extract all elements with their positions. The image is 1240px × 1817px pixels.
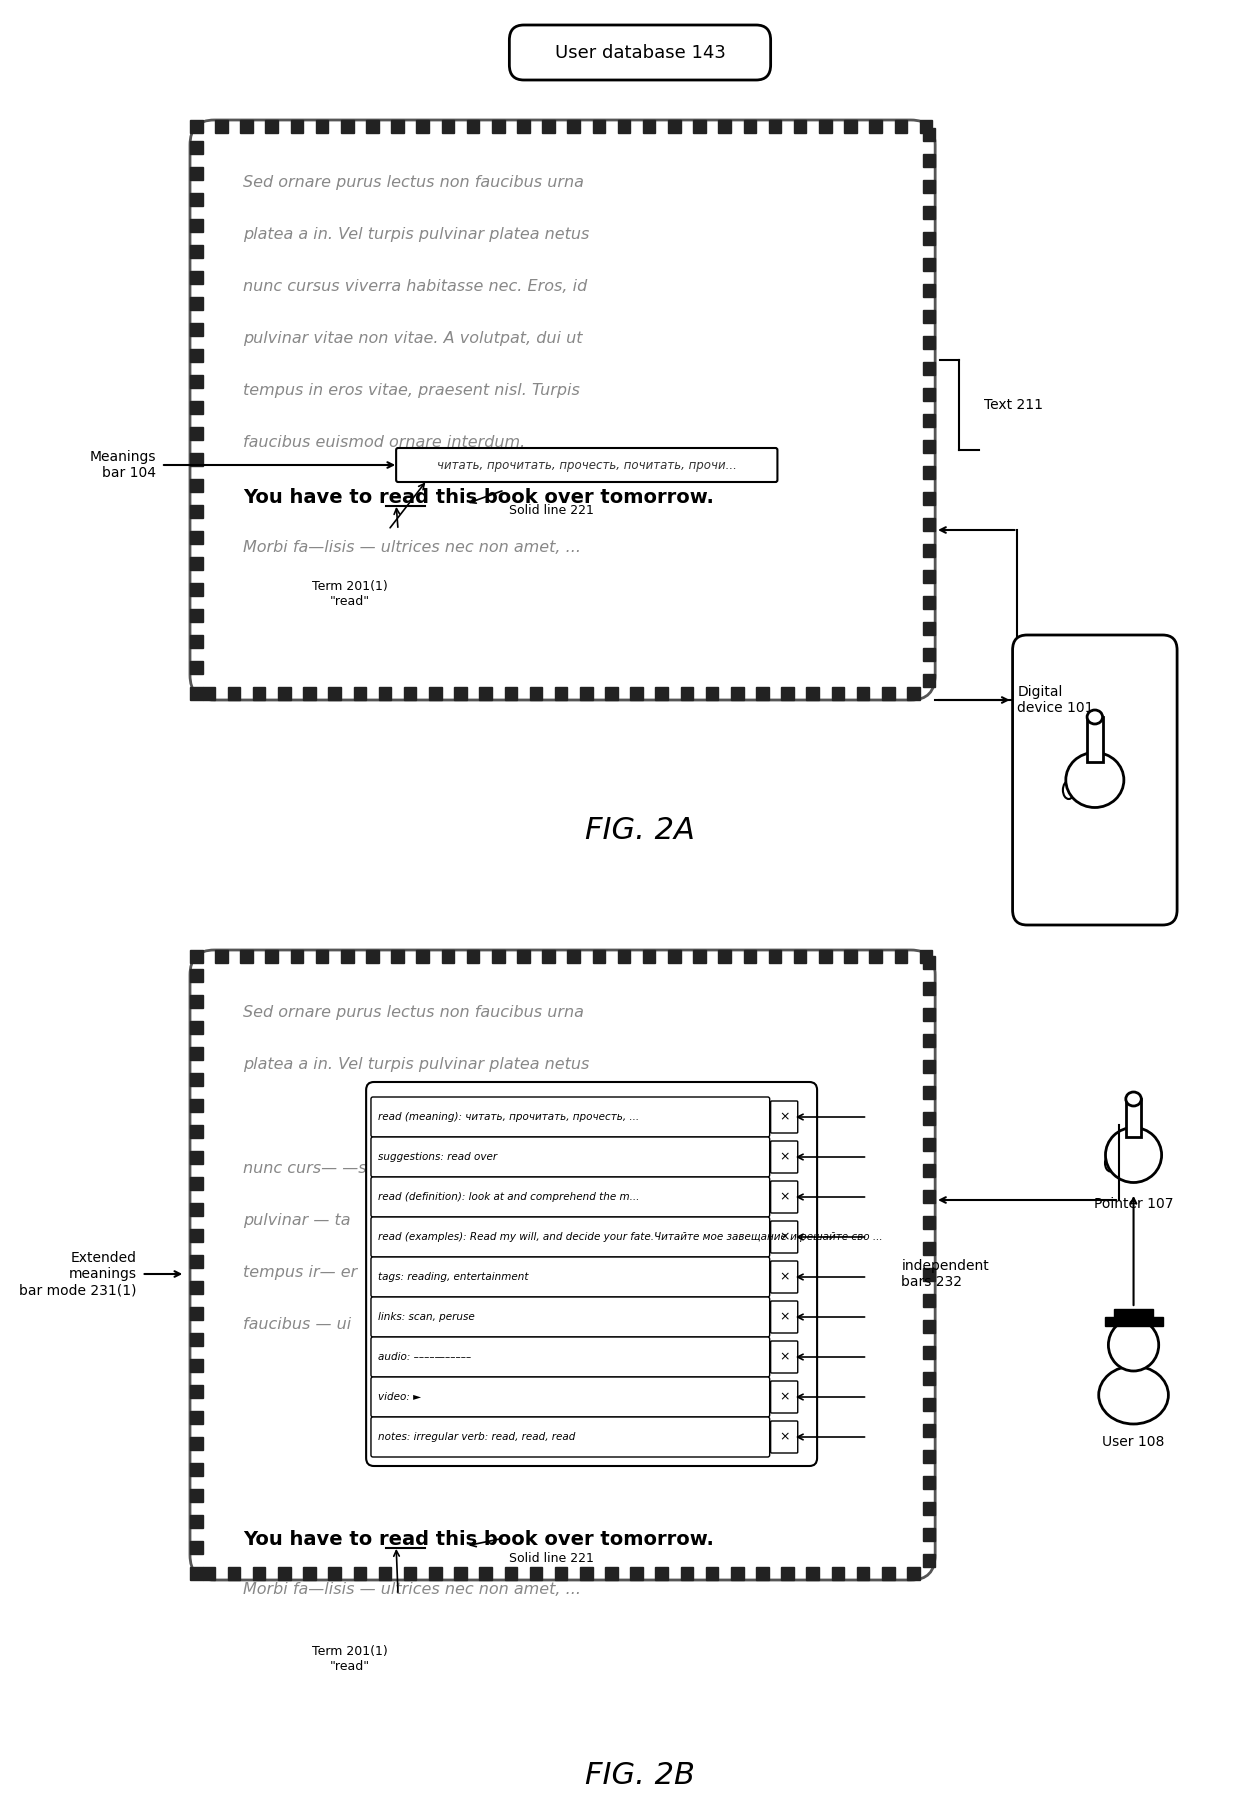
Text: read (definition): look at and comprehend the m...: read (definition): look at and comprehen… bbox=[378, 1192, 639, 1203]
Bar bbox=[190, 1515, 202, 1528]
FancyBboxPatch shape bbox=[1013, 634, 1177, 925]
Bar bbox=[923, 543, 935, 558]
Bar bbox=[190, 142, 202, 154]
Bar bbox=[923, 621, 935, 634]
Text: ×: × bbox=[779, 1430, 790, 1443]
Bar bbox=[923, 414, 935, 427]
Bar bbox=[304, 687, 316, 700]
Bar bbox=[618, 950, 630, 963]
Bar bbox=[923, 1397, 935, 1412]
Bar bbox=[923, 389, 935, 402]
Bar bbox=[404, 687, 417, 700]
Bar bbox=[923, 465, 935, 480]
Bar bbox=[278, 687, 290, 700]
Bar bbox=[605, 687, 618, 700]
Bar bbox=[190, 427, 202, 440]
Bar bbox=[923, 1346, 935, 1359]
Bar bbox=[1126, 1099, 1141, 1137]
Text: User database 143: User database 143 bbox=[554, 44, 725, 62]
Text: FIG. 2A: FIG. 2A bbox=[585, 816, 694, 845]
Bar bbox=[417, 120, 429, 133]
Bar bbox=[190, 950, 202, 963]
Bar bbox=[466, 120, 480, 133]
Ellipse shape bbox=[1126, 1092, 1141, 1107]
Bar bbox=[923, 127, 935, 142]
Bar bbox=[642, 950, 656, 963]
FancyBboxPatch shape bbox=[371, 1297, 770, 1337]
Bar bbox=[278, 1566, 290, 1581]
Bar bbox=[316, 120, 329, 133]
Bar bbox=[190, 452, 202, 465]
Bar bbox=[1105, 1317, 1163, 1326]
Bar bbox=[190, 1306, 202, 1319]
Bar bbox=[190, 1047, 202, 1059]
Bar bbox=[923, 649, 935, 661]
Bar bbox=[392, 950, 404, 963]
FancyBboxPatch shape bbox=[190, 950, 935, 1581]
Bar bbox=[923, 1319, 935, 1334]
Bar bbox=[923, 1243, 935, 1256]
Bar bbox=[923, 1137, 935, 1150]
Bar bbox=[466, 950, 480, 963]
Bar bbox=[190, 374, 202, 389]
Text: Sed ornare purus lectus non faucibus urna: Sed ornare purus lectus non faucibus urn… bbox=[243, 1005, 584, 1019]
Bar bbox=[744, 950, 756, 963]
Bar bbox=[216, 950, 228, 963]
Bar bbox=[190, 558, 202, 571]
Bar bbox=[923, 362, 935, 374]
Bar bbox=[353, 687, 366, 700]
Bar bbox=[923, 674, 935, 687]
Ellipse shape bbox=[1106, 1128, 1162, 1183]
Bar bbox=[190, 1334, 202, 1346]
Bar bbox=[190, 1125, 202, 1137]
Bar bbox=[492, 120, 505, 133]
Bar bbox=[190, 1021, 202, 1034]
Text: читать, прочитать, прочесть, почитать, прочи...: читать, прочитать, прочесть, почитать, п… bbox=[436, 458, 737, 471]
Text: pulvinar vitae non vitae. A volutpat, dui ut: pulvinar vitae non vitae. A volutpat, du… bbox=[243, 331, 583, 345]
Bar bbox=[718, 120, 730, 133]
Bar bbox=[706, 687, 718, 700]
Ellipse shape bbox=[1066, 752, 1123, 807]
Bar bbox=[857, 1566, 869, 1581]
Bar bbox=[190, 1463, 202, 1475]
Bar bbox=[923, 1059, 935, 1074]
Bar bbox=[190, 1281, 202, 1294]
Bar bbox=[730, 687, 744, 700]
FancyBboxPatch shape bbox=[371, 1137, 770, 1177]
FancyBboxPatch shape bbox=[770, 1221, 797, 1254]
FancyBboxPatch shape bbox=[770, 1301, 797, 1334]
Bar bbox=[190, 687, 202, 700]
Bar bbox=[923, 1008, 935, 1021]
Bar bbox=[923, 1475, 935, 1488]
FancyBboxPatch shape bbox=[770, 1341, 797, 1374]
Bar bbox=[366, 950, 378, 963]
Bar bbox=[820, 120, 832, 133]
Bar bbox=[920, 950, 932, 963]
Bar bbox=[656, 1566, 668, 1581]
Bar bbox=[492, 950, 505, 963]
Bar bbox=[923, 1268, 935, 1281]
Text: tempus ir— er: tempus ir— er bbox=[243, 1265, 357, 1279]
Bar bbox=[190, 296, 202, 311]
Bar bbox=[241, 950, 253, 963]
Bar bbox=[923, 1190, 935, 1203]
Bar bbox=[190, 609, 202, 621]
Bar bbox=[668, 950, 681, 963]
Text: Term 201(1)
"read": Term 201(1) "read" bbox=[311, 1644, 388, 1673]
Bar bbox=[190, 193, 202, 205]
Bar bbox=[923, 956, 935, 968]
Text: ×: × bbox=[779, 1230, 790, 1243]
Bar bbox=[190, 167, 202, 180]
Bar bbox=[844, 950, 857, 963]
Bar bbox=[241, 120, 253, 133]
Text: Sed ornare purus lectus non faucibus urna: Sed ornare purus lectus non faucibus urn… bbox=[243, 174, 584, 191]
Bar bbox=[923, 1034, 935, 1047]
FancyBboxPatch shape bbox=[770, 1261, 797, 1294]
Bar bbox=[756, 687, 769, 700]
FancyBboxPatch shape bbox=[366, 1081, 817, 1466]
Bar bbox=[190, 1203, 202, 1216]
Bar bbox=[568, 950, 580, 963]
Text: Pointer 107: Pointer 107 bbox=[1094, 1197, 1173, 1210]
Bar bbox=[190, 1541, 202, 1554]
Bar bbox=[681, 1566, 693, 1581]
